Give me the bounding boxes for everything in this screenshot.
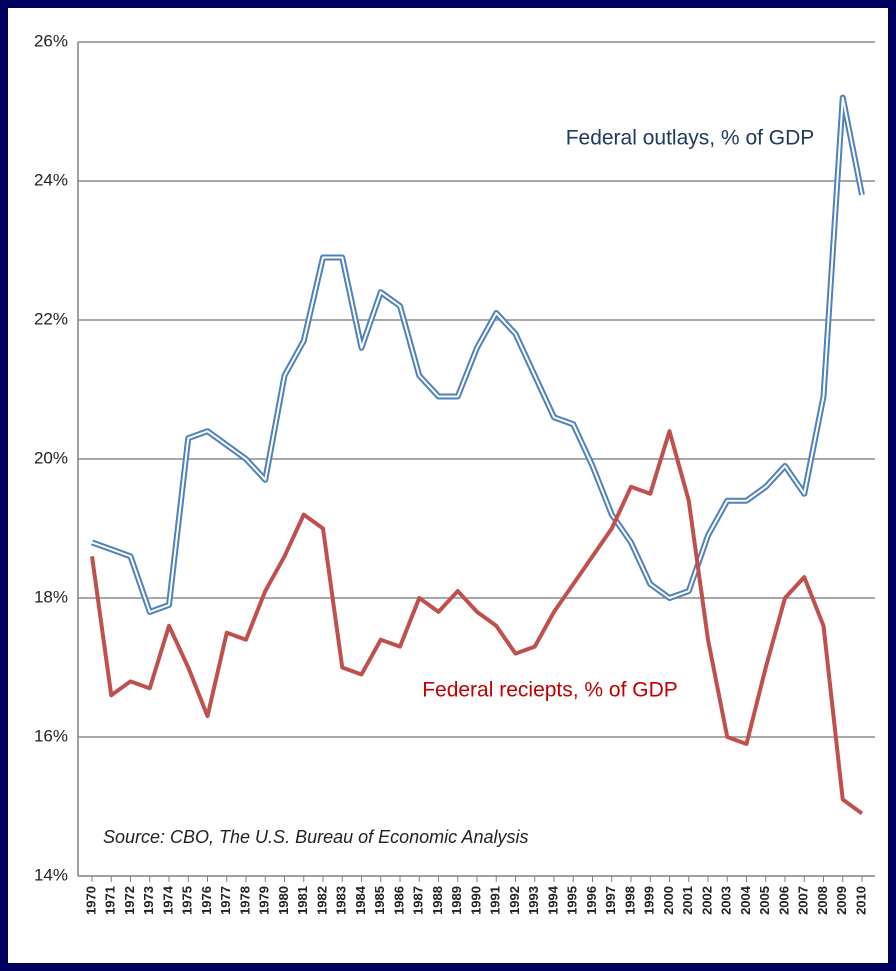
x-tick-label: 1972: [122, 886, 137, 915]
x-tick-label: 1983: [334, 886, 349, 915]
series-label: Federal outlays, % of GDP: [566, 127, 815, 150]
x-tick-label: 1995: [565, 886, 580, 915]
x-tick-label: 2004: [738, 885, 753, 915]
x-tick-label: 1976: [199, 886, 214, 915]
y-tick-label: 26%: [34, 31, 68, 50]
x-tick-label: 2009: [834, 886, 849, 915]
x-tick-label: 2006: [776, 886, 791, 915]
x-tick-label: 1985: [372, 886, 387, 915]
x-tick-label: 1975: [180, 886, 195, 915]
x-tick-label: 1973: [141, 886, 156, 915]
x-tick-label: 2005: [757, 886, 772, 915]
x-tick-label: 1989: [449, 886, 464, 915]
x-tick-label: 1982: [314, 886, 329, 915]
x-tick-label: 1997: [603, 886, 618, 915]
y-tick-label: 24%: [34, 170, 68, 189]
x-tick-label: 2002: [699, 886, 714, 915]
x-tick-label: 1990: [468, 886, 483, 915]
x-tick-label: 1971: [103, 886, 118, 915]
x-tick-label: 1981: [295, 886, 310, 915]
y-tick-label: 20%: [34, 448, 68, 467]
x-tick-label: 2000: [661, 886, 676, 915]
x-tick-label: 1984: [353, 885, 368, 915]
x-tick-label: 1979: [257, 886, 272, 915]
x-tick-label: 2001: [680, 886, 695, 915]
x-tick-label: 1996: [584, 886, 599, 915]
x-tick-label: 2007: [796, 886, 811, 915]
line-series: [90, 429, 864, 816]
y-tick-label: 16%: [34, 726, 68, 745]
x-tick-label: 1998: [622, 886, 637, 915]
x-tick-label: 2003: [719, 886, 734, 915]
x-tick-label: 1994: [545, 885, 560, 915]
y-tick-label: 14%: [34, 865, 68, 884]
x-tick-label: 2010: [853, 886, 868, 915]
x-tick-label: 1987: [411, 886, 426, 915]
x-tick-label: 1992: [507, 886, 522, 915]
x-tick-label: 1993: [526, 886, 541, 915]
x-tick-label: 1986: [391, 886, 406, 915]
source-note: Source: CBO, The U.S. Bureau of Economic…: [103, 827, 529, 847]
x-tick-label: 1970: [83, 886, 98, 915]
line-series-inner: [91, 96, 863, 613]
x-tick-label: 1977: [218, 886, 233, 915]
chart-background: [8, 8, 888, 963]
x-tick-label: 1999: [642, 886, 657, 915]
x-tick-label: 1980: [276, 886, 291, 915]
x-tick-label: 2008: [815, 886, 830, 915]
x-tick-label: 1991: [488, 886, 503, 915]
y-tick-label: 18%: [34, 587, 68, 606]
series-label: Federal reciepts, % of GDP: [422, 679, 678, 702]
x-tick-label: 1978: [237, 886, 252, 915]
y-tick-label: 22%: [34, 309, 68, 328]
x-tick-label: 1988: [430, 886, 445, 915]
x-tick-label: 1974: [160, 885, 175, 915]
